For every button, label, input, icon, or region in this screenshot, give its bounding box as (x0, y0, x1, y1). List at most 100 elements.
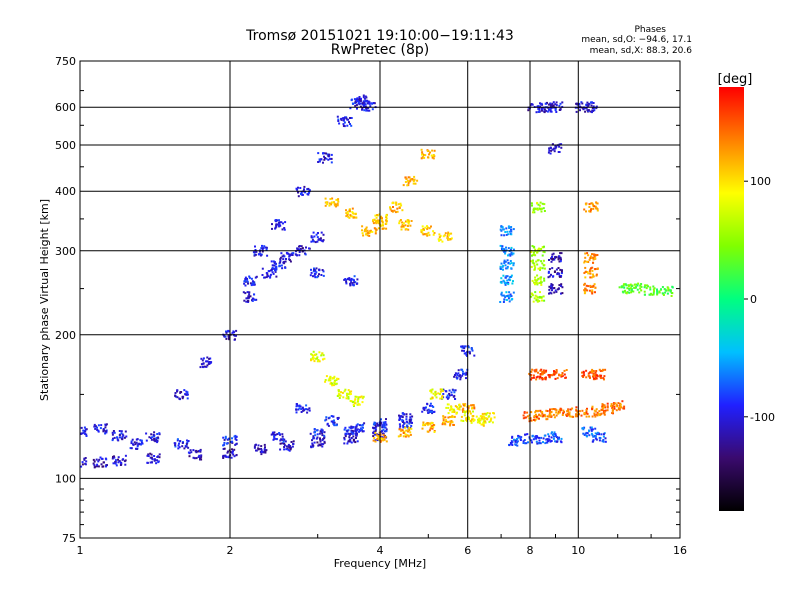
scatter-dot (149, 456, 152, 459)
scatter-dot (613, 407, 616, 410)
scatter-dot (347, 212, 350, 215)
scatter-dot (200, 455, 203, 458)
scatter-dot (592, 284, 595, 287)
scatter-dot (394, 211, 397, 214)
chart-title: Tromsø 20151021 19:10:00−19:11:43 (245, 28, 514, 44)
scatter-dot (296, 188, 299, 191)
scatter-dot (262, 451, 265, 454)
trace-point (590, 431, 607, 443)
scatter-dot (230, 456, 233, 459)
scatter-dot (399, 425, 402, 428)
scatter-dot (396, 210, 399, 213)
scatter-dot (656, 292, 659, 295)
scatter-dot (362, 94, 365, 97)
scatter-dot (292, 252, 295, 255)
scatter-dot (462, 372, 464, 375)
scatter-dot (534, 294, 537, 297)
scatter-dot (83, 426, 86, 429)
scatter-dot (135, 447, 137, 450)
scatter-dot (224, 455, 227, 458)
scatter-dot (313, 428, 316, 430)
scatter-dot (504, 276, 507, 279)
scatter-dot (325, 157, 328, 160)
scatter-dot (312, 444, 315, 447)
scatter-dot (592, 256, 595, 259)
scatter-dot (532, 209, 535, 212)
scatter-dot (349, 215, 352, 218)
scatter-dot (261, 450, 263, 453)
x-tick-label: 10 (571, 544, 585, 557)
scatter-dot (295, 408, 298, 411)
scatter-dot (532, 418, 535, 421)
scatter-dot (592, 375, 594, 378)
scatter-dot (369, 105, 372, 108)
scatter-dot (524, 416, 527, 419)
scatter-dot (448, 409, 451, 412)
scatter-dot (186, 391, 189, 394)
scatter-dot (536, 442, 539, 445)
scatter-dot (283, 444, 286, 447)
scatter-dot (181, 442, 184, 444)
scatter-dot (150, 433, 153, 436)
scatter-dot (113, 456, 116, 459)
scatter-dot (532, 300, 535, 303)
scatter-dot (345, 209, 347, 212)
scatter-dot (447, 412, 450, 415)
scatter-dot (246, 278, 249, 281)
scatter-dot (233, 448, 236, 451)
scatter-dot (535, 299, 538, 302)
scatter-dot (80, 465, 83, 468)
scatter-dot (432, 392, 435, 395)
scatter-dot (438, 233, 441, 236)
scatter-dot (442, 417, 445, 420)
trace-point (317, 152, 333, 164)
scatter-dot (384, 421, 387, 424)
scatter-dot (426, 423, 429, 426)
scatter-dot (321, 430, 324, 433)
scatter-dot (599, 413, 602, 416)
trace-point (309, 267, 325, 279)
scatter-dot (155, 462, 158, 465)
scatter-dot (591, 256, 593, 259)
scatter-dot (594, 286, 597, 289)
scatter-dot (550, 257, 553, 260)
scatter-dot (591, 408, 594, 411)
scatter-dot (543, 279, 546, 282)
scatter-dot (594, 268, 597, 270)
scatter-dot (365, 100, 368, 103)
scatter-dot (516, 440, 519, 443)
scatter-dot (398, 428, 401, 431)
scatter-dot (447, 234, 450, 237)
scatter-dot (375, 216, 378, 219)
trace-point (584, 101, 598, 114)
scatter-dot (530, 251, 533, 253)
scatter-dot (377, 221, 380, 224)
trace-point (583, 252, 599, 264)
scatter-dot (610, 405, 613, 408)
scatter-dot (322, 152, 325, 155)
scatter-dot (451, 408, 454, 411)
scatter-dot (511, 282, 514, 285)
scatter-dot (368, 102, 371, 105)
scatter-dot (310, 240, 313, 243)
scatter-dot (483, 416, 486, 419)
scatter-dot (365, 226, 368, 229)
scatter-dot (658, 290, 661, 293)
scatter-dot (534, 291, 537, 294)
scatter-dot (84, 457, 87, 459)
scatter-dot (251, 280, 254, 283)
scatter-dot (114, 461, 117, 464)
scatter-dot (280, 221, 283, 224)
scatter-dot (280, 264, 283, 267)
scatter-dot (270, 260, 273, 263)
scatter-dot (314, 431, 316, 433)
scatter-dot (594, 371, 597, 374)
scatter-dot (228, 338, 231, 341)
scatter-dot (560, 375, 563, 378)
scatter-dot (84, 432, 86, 435)
scatter-dot (591, 434, 594, 437)
scatter-dot (488, 412, 491, 415)
scatter-dot (375, 425, 378, 428)
scatter-dot (291, 252, 294, 255)
scatter-dot (435, 393, 438, 396)
